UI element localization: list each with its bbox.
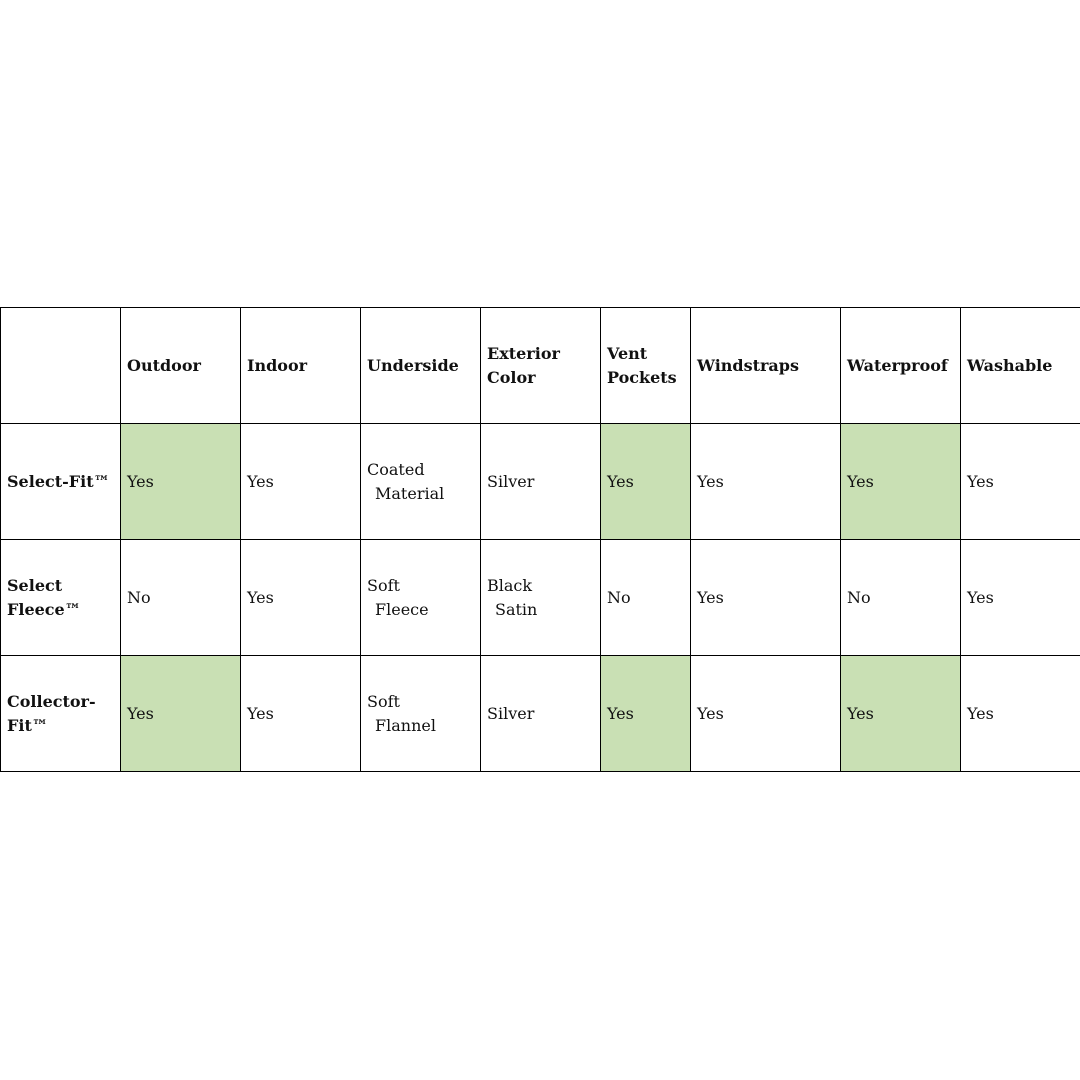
cell-text-line: Fit™	[7, 715, 48, 735]
cell-text: Yes	[697, 703, 724, 723]
header-cell	[0, 307, 121, 424]
cell-text-line: Material	[375, 483, 445, 503]
cell-text-line: Satin	[495, 599, 538, 619]
header-cell: Washable	[960, 307, 1080, 424]
cell-text: Select-Fit™	[7, 471, 110, 491]
table-cell: Yes	[690, 655, 841, 772]
cell-text-line: Soft	[367, 575, 400, 595]
cell-text: Yes	[697, 471, 724, 491]
table-cell: Silver	[480, 655, 601, 772]
cell-text: Outdoor	[127, 355, 201, 375]
header-cell: Windstraps	[690, 307, 841, 424]
cell-text: Yes	[697, 587, 724, 607]
cell-text: Yes	[967, 471, 994, 491]
table-cell: Yes	[240, 423, 361, 540]
table-cell: Yes	[960, 655, 1080, 772]
cell-text: Windstraps	[697, 355, 799, 375]
comparison-table: Outdoor Indoor Underside Exterior Color Vent P…	[0, 307, 1080, 772]
table-cell: Soft Fleece	[360, 539, 481, 656]
cell-text: Yes	[847, 471, 874, 491]
cell-text: Yes	[967, 587, 994, 607]
cell-text: Silver	[487, 471, 535, 491]
cell-text-line: Exterior	[487, 343, 560, 363]
table-cell: No	[600, 539, 691, 656]
table-cell: Yes	[960, 539, 1080, 656]
cell-text: Indoor	[247, 355, 308, 375]
cell-text: Yes	[127, 703, 154, 723]
cell-text-line: Soft	[367, 691, 400, 711]
cell-text: Yes	[847, 703, 874, 723]
table-cell: Yes	[120, 423, 241, 540]
table-cell: Yes	[690, 423, 841, 540]
cell-text-line: Flannel	[375, 715, 436, 735]
cell-text: Yes	[247, 471, 274, 491]
table-cell: Yes	[840, 423, 961, 540]
table-cell: Yes	[120, 655, 241, 772]
cell-text-line: Vent	[607, 343, 648, 363]
table-cell: No	[120, 539, 241, 656]
cell-text: No	[607, 587, 631, 607]
cell-text-line: Collector-	[7, 691, 96, 711]
table-row: Select Fleece™ No Yes Soft Fleece Black Satin No…	[0, 539, 1080, 656]
cell-text-line: Fleece™	[7, 599, 81, 619]
cell-text: Yes	[607, 703, 634, 723]
header-cell: Waterproof	[840, 307, 961, 424]
table-cell: No	[840, 539, 961, 656]
cell-text-line: Select	[7, 575, 63, 595]
cell-text: Waterproof	[847, 355, 948, 375]
header-cell: Vent Pockets	[600, 307, 691, 424]
table-cell: Yes	[240, 655, 361, 772]
header-cell: Underside	[360, 307, 481, 424]
table-cell: Soft Flannel	[360, 655, 481, 772]
table-cell: Yes	[840, 655, 961, 772]
row-header-cell: Select-Fit™	[0, 423, 121, 540]
cell-text: Silver	[487, 703, 535, 723]
header-cell: Indoor	[240, 307, 361, 424]
cell-text: Yes	[247, 703, 274, 723]
cell-text: Yes	[607, 471, 634, 491]
table-cell: Coated Material	[360, 423, 481, 540]
table-cell: Black Satin	[480, 539, 601, 656]
table-cell: Yes	[960, 423, 1080, 540]
row-header-cell: Collector- Fit™	[0, 655, 121, 772]
cell-text: No	[847, 587, 871, 607]
table-cell: Yes	[690, 539, 841, 656]
cell-text: Underside	[367, 355, 459, 375]
row-header-cell: Select Fleece™	[0, 539, 121, 656]
cell-text-line: Fleece	[375, 599, 429, 619]
cell-text: No	[127, 587, 151, 607]
table-cell: Yes	[600, 423, 691, 540]
cell-text-line: Black	[487, 575, 533, 595]
table-cell: Silver	[480, 423, 601, 540]
header-cell: Exterior Color	[480, 307, 601, 424]
cell-text: Yes	[967, 703, 994, 723]
table-row: Select-Fit™ Yes Yes Coated Material Silver Yes…	[0, 423, 1080, 540]
table-cell: Yes	[600, 655, 691, 772]
cell-text-line: Coated	[367, 459, 425, 479]
cell-text: Yes	[127, 471, 154, 491]
cell-text-line: Color	[487, 367, 536, 387]
cell-text-line: Pockets	[607, 367, 677, 387]
table-row: Collector- Fit™ Yes Yes Soft Flannel Silver Yes…	[0, 655, 1080, 772]
header-row: Outdoor Indoor Underside Exterior Color Vent P…	[0, 307, 1080, 424]
cell-text: Washable	[967, 355, 1053, 375]
cell-text: Yes	[247, 587, 274, 607]
header-cell: Outdoor	[120, 307, 241, 424]
table-cell: Yes	[240, 539, 361, 656]
